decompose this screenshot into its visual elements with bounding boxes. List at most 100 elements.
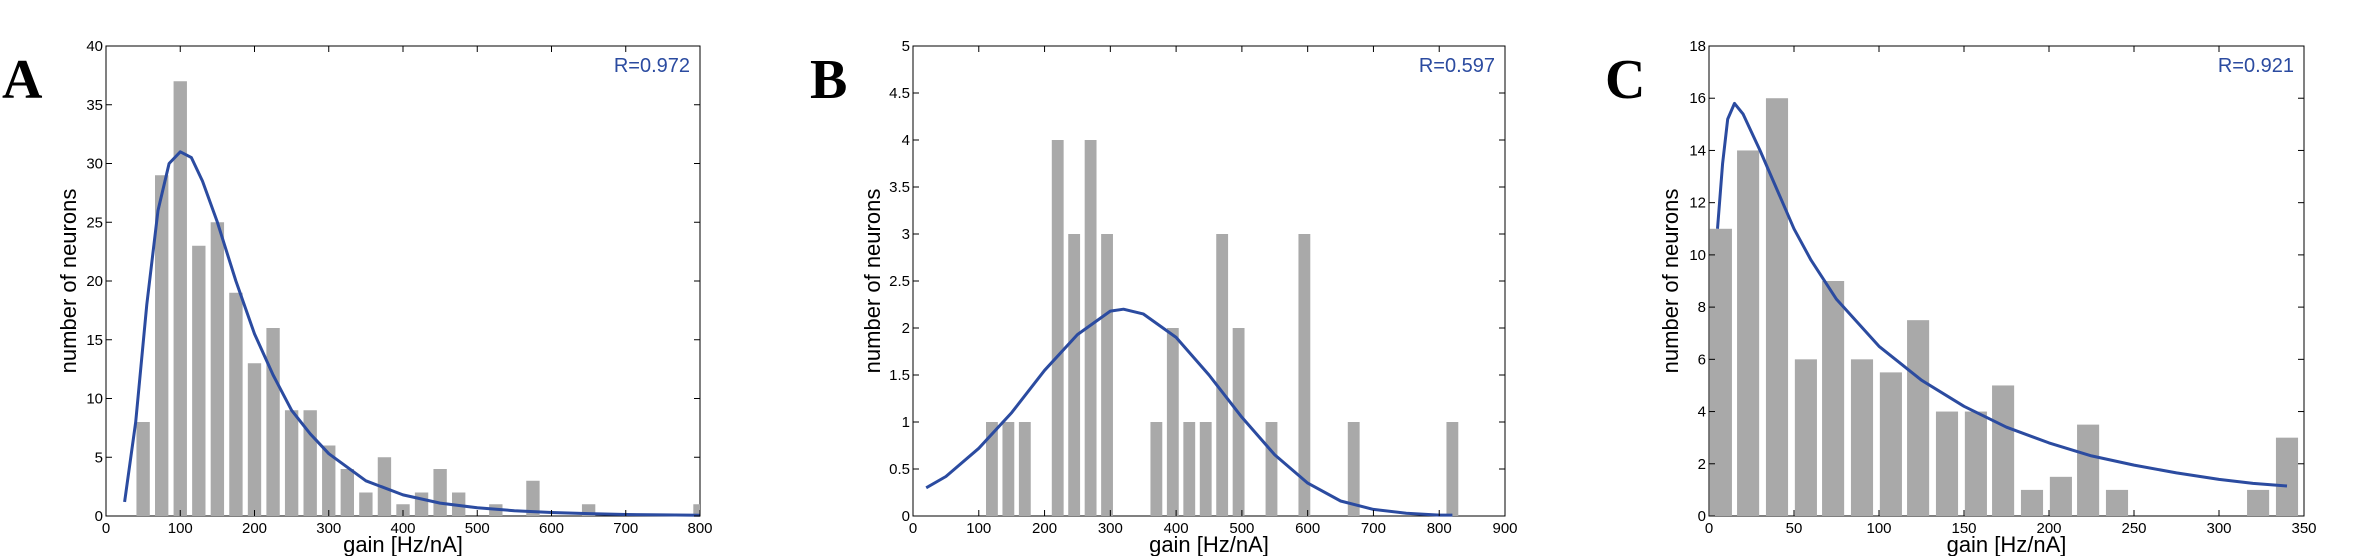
- histogram-bar: [192, 245, 206, 516]
- histogram-bar: [1084, 140, 1097, 516]
- x-tick-label: 0: [1705, 520, 1713, 537]
- x-tick-label: 500: [465, 520, 490, 537]
- chart-panel-c: 0 50 100 150 200 250 300 350 0 2 4 6 8 10 12 14 16 18 gain…: [1605, 38, 2317, 556]
- x-tick-label: 400: [1164, 520, 1189, 537]
- histogram-bar: [1347, 422, 1360, 516]
- correlation-annotation: R=0.972: [614, 55, 690, 77]
- histogram-bar: [1964, 411, 1987, 516]
- y-tick-label: 0: [95, 508, 103, 525]
- histogram-bar: [266, 328, 280, 516]
- histogram-bar: [433, 469, 447, 516]
- bars: [136, 81, 700, 516]
- histogram-bar: [136, 422, 150, 516]
- y-tick-label: 16: [1689, 90, 1706, 107]
- x-tick-label: 100: [1866, 520, 1891, 537]
- x-tick-label: 600: [1295, 520, 1320, 537]
- histogram-bar: [1992, 385, 2015, 516]
- histogram-bar: [1150, 422, 1163, 516]
- histogram-bar: [1002, 422, 1015, 516]
- bars: [986, 140, 1459, 516]
- histogram-bar: [1051, 140, 1064, 516]
- chart-panel-b: 0 100 200 300 400 500 600 700 800 900 0 0.5 1 1.5 2 2.5…: [810, 38, 1518, 556]
- histogram-bar: [1298, 234, 1311, 516]
- histogram-bar: [322, 445, 336, 516]
- histogram-bar: [340, 469, 354, 516]
- y-tick-label: 3: [902, 226, 910, 243]
- y-tick-label: 2.5: [889, 273, 910, 290]
- x-tick-label: 300: [316, 520, 341, 537]
- y-tick-label: 4.5: [889, 85, 910, 102]
- histogram-bar: [210, 222, 225, 516]
- y-tick-label: 12: [1689, 195, 1706, 212]
- histogram-bar: [1183, 422, 1196, 516]
- y-tick-label: 2: [902, 320, 910, 337]
- histogram-bar: [1822, 281, 1845, 516]
- histogram-bar: [2077, 424, 2100, 516]
- histogram-bar: [1232, 328, 1245, 516]
- x-tick-label: 100: [966, 520, 991, 537]
- x-tick-label: 800: [1427, 520, 1452, 537]
- y-tick-label: 30: [86, 156, 103, 173]
- x-tick-label: 200: [1032, 520, 1057, 537]
- histogram-bar: [1737, 150, 1760, 516]
- x-tick-label: 400: [390, 520, 415, 537]
- y-tick-label: 18: [1689, 38, 1706, 55]
- histogram-bar: [1879, 372, 1902, 516]
- panel-letter: C: [1605, 49, 1645, 111]
- y-tick-label: 10: [1689, 247, 1706, 264]
- histogram-bar: [1101, 234, 1113, 516]
- histogram-bar: [2020, 489, 2044, 516]
- x-tick-label: 50: [1786, 520, 1803, 537]
- y-tick-label: 40: [86, 38, 103, 55]
- x-tick-label: 350: [2291, 520, 2316, 537]
- y-tick-label: 20: [86, 273, 103, 290]
- histogram-bar: [2105, 489, 2129, 516]
- histogram-bar: [173, 81, 187, 516]
- y-tick-label: 0.5: [889, 461, 910, 478]
- histogram-bar: [693, 504, 700, 516]
- y-tick-label: 4: [1698, 404, 1706, 421]
- y-tick-label: 2: [1698, 456, 1706, 473]
- correlation-annotation: R=0.921: [2218, 55, 2294, 77]
- x-tick-label: 900: [1492, 520, 1517, 537]
- x-axis-label: gain [Hz/nA]: [1149, 532, 1269, 556]
- x-tick-label: 500: [1229, 520, 1254, 537]
- histogram-bar: [229, 292, 243, 516]
- histogram-bar: [1765, 98, 1789, 516]
- y-axis-label: number of neurons: [1658, 189, 1683, 374]
- histogram-bar: [2275, 437, 2299, 516]
- histogram-bar: [1216, 234, 1229, 516]
- y-tick-label: 0: [1698, 508, 1706, 525]
- histogram-bar: [1166, 328, 1179, 516]
- x-axis-label: gain [Hz/nA]: [343, 532, 463, 556]
- histogram-bar: [1199, 422, 1212, 516]
- x-tick-label: 0: [102, 520, 110, 537]
- chart-panel-a: 0 100 200 300 400 500 600 700 800 0 5 10 15 20 25 30 35 4…: [2, 38, 713, 556]
- y-tick-label: 5: [95, 449, 103, 466]
- x-tick-label: 250: [2121, 520, 2146, 537]
- histogram-bar: [986, 422, 998, 516]
- y-tick-label: 6: [1698, 351, 1706, 368]
- x-tick-label: 100: [168, 520, 193, 537]
- histogram-bar: [1907, 320, 1930, 516]
- histogram-bar: [414, 492, 429, 516]
- histogram-bar: [1265, 422, 1278, 516]
- y-axis-label: number of neurons: [860, 189, 885, 374]
- x-tick-label: 300: [2206, 520, 2231, 537]
- y-tick-label: 8: [1698, 299, 1706, 316]
- y-tick-label: 10: [86, 391, 103, 408]
- x-tick-label: 200: [242, 520, 267, 537]
- y-tick-label: 4: [902, 132, 910, 149]
- fit-curve: [925, 307, 1453, 517]
- histogram-bar: [1068, 234, 1081, 516]
- bars: [1709, 98, 2299, 516]
- panel-letter: B: [810, 49, 847, 111]
- histogram-bar: [581, 504, 596, 516]
- histogram-bar: [2247, 489, 2270, 516]
- histogram-bar: [1709, 228, 1732, 516]
- histogram-bar: [526, 480, 540, 516]
- x-tick-label: 700: [1361, 520, 1386, 537]
- histogram-bar: [1018, 422, 1031, 516]
- y-tick-label: 5: [902, 38, 910, 55]
